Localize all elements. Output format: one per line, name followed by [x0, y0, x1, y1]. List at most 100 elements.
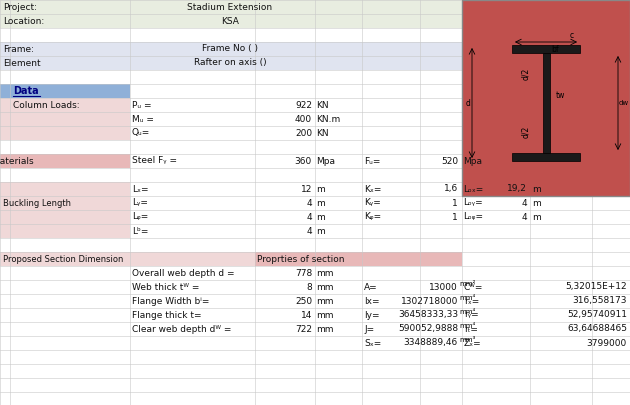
Bar — [0, 14, 462, 28]
Bar — [255, 252, 462, 266]
Text: 520: 520 — [441, 156, 458, 166]
Text: Flange thick t=: Flange thick t= — [132, 311, 202, 320]
Text: d: d — [466, 98, 471, 107]
Bar — [0, 112, 130, 126]
Text: Frame:: Frame: — [3, 45, 34, 53]
Text: 4: 4 — [522, 213, 527, 222]
Text: m: m — [532, 198, 541, 207]
Text: A=: A= — [364, 283, 377, 292]
Text: mm: mm — [316, 296, 333, 305]
Text: Element: Element — [3, 58, 40, 68]
Text: Project:: Project: — [3, 2, 37, 11]
Text: 3348889,46: 3348889,46 — [404, 339, 458, 347]
Text: m: m — [316, 198, 324, 207]
Text: d/2: d/2 — [522, 126, 530, 138]
Text: mm⁴: mm⁴ — [459, 323, 475, 329]
Text: mm²: mm² — [459, 281, 476, 287]
Text: Flange Width bⁱ=: Flange Width bⁱ= — [132, 296, 209, 305]
Text: rₜ=: rₜ= — [464, 324, 478, 333]
Text: 1302718000: 1302718000 — [401, 296, 458, 305]
Text: Ix=: Ix= — [364, 296, 379, 305]
Text: mm³: mm³ — [459, 337, 475, 343]
Text: KSA: KSA — [221, 17, 239, 26]
Text: 4: 4 — [306, 198, 312, 207]
Text: 19,2: 19,2 — [507, 185, 527, 194]
Text: Kᵧ=: Kᵧ= — [364, 198, 381, 207]
Text: dw: dw — [619, 100, 629, 106]
Text: 1: 1 — [452, 198, 458, 207]
Text: Steel Fᵧ =: Steel Fᵧ = — [132, 156, 177, 166]
Text: Kᵩ=: Kᵩ= — [364, 213, 381, 222]
Text: c: c — [570, 31, 574, 40]
Text: Zₓ=: Zₓ= — [464, 339, 481, 347]
Text: mm: mm — [316, 283, 333, 292]
Text: Cᵂ=: Cᵂ= — [464, 283, 483, 292]
Text: Web thick tᵂ =: Web thick tᵂ = — [132, 283, 199, 292]
Bar — [0, 224, 130, 238]
Text: Sₓ=: Sₓ= — [364, 339, 381, 347]
Text: Lₒᵧ=: Lₒᵧ= — [463, 198, 483, 207]
Text: Fᵤ=: Fᵤ= — [364, 156, 381, 166]
Text: Frame No ( ): Frame No ( ) — [202, 45, 258, 53]
Bar — [0, 210, 130, 224]
Text: 250: 250 — [295, 296, 312, 305]
Text: 778: 778 — [295, 269, 312, 277]
Text: 36458333,33: 36458333,33 — [398, 311, 458, 320]
Text: Overall web depth d =: Overall web depth d = — [132, 269, 234, 277]
Text: 1,6: 1,6 — [444, 185, 458, 194]
Text: KN: KN — [316, 128, 329, 138]
Text: Data: Data — [13, 86, 38, 96]
Bar — [0, 84, 130, 98]
Bar — [0, 0, 462, 14]
Text: mm⁴: mm⁴ — [459, 309, 475, 315]
Text: Lₒₓ=: Lₒₓ= — [463, 185, 483, 194]
Text: Lᵩ=: Lᵩ= — [132, 213, 148, 222]
Bar — [0, 252, 255, 266]
Text: Lᵇ=: Lᵇ= — [132, 226, 149, 235]
Text: Lₓ=: Lₓ= — [132, 185, 149, 194]
Text: 12: 12 — [301, 185, 312, 194]
Text: Materials: Materials — [0, 156, 34, 166]
Bar — [0, 42, 462, 56]
Bar — [462, 0, 630, 196]
Text: 4: 4 — [306, 213, 312, 222]
Text: KN.m: KN.m — [316, 115, 340, 124]
Text: m: m — [316, 213, 324, 222]
Text: Proprties of section: Proprties of section — [257, 254, 345, 264]
Text: Stadium Extension: Stadium Extension — [188, 2, 273, 11]
Text: d/2: d/2 — [522, 68, 530, 80]
Text: mm: mm — [316, 269, 333, 277]
Text: rᵧ=: rᵧ= — [464, 311, 479, 320]
Text: Iy=: Iy= — [364, 311, 379, 320]
Text: 4: 4 — [306, 226, 312, 235]
Text: 8: 8 — [306, 283, 312, 292]
Text: 63,64688465: 63,64688465 — [567, 324, 627, 333]
Text: Mᵤ =: Mᵤ = — [132, 115, 154, 124]
Text: 360: 360 — [295, 156, 312, 166]
Bar — [0, 56, 462, 70]
Text: 590052,9888: 590052,9888 — [398, 324, 458, 333]
Text: 722: 722 — [295, 324, 312, 333]
Text: Qᵤ=: Qᵤ= — [132, 128, 150, 138]
Text: mm⁴: mm⁴ — [459, 295, 475, 301]
Text: 4: 4 — [522, 198, 527, 207]
Text: mm: mm — [316, 324, 333, 333]
Text: m: m — [316, 226, 324, 235]
Bar — [512, 153, 580, 161]
Bar — [512, 45, 580, 53]
Text: 14: 14 — [301, 311, 312, 320]
Text: 52,95740911: 52,95740911 — [567, 311, 627, 320]
Text: Rafter on axis (): Rafter on axis () — [193, 58, 266, 68]
Text: Column Loads:: Column Loads: — [13, 100, 79, 109]
Text: m: m — [532, 185, 541, 194]
Bar — [0, 126, 130, 140]
Text: m: m — [316, 185, 324, 194]
Text: Mpa: Mpa — [463, 156, 482, 166]
Text: m: m — [532, 213, 541, 222]
Text: Buckling Length: Buckling Length — [3, 198, 71, 207]
Text: Lₒᵩ=: Lₒᵩ= — [463, 213, 483, 222]
Text: Location:: Location: — [3, 17, 44, 26]
Text: bf: bf — [551, 45, 559, 53]
Text: 13000: 13000 — [429, 283, 458, 292]
Text: 1: 1 — [452, 213, 458, 222]
